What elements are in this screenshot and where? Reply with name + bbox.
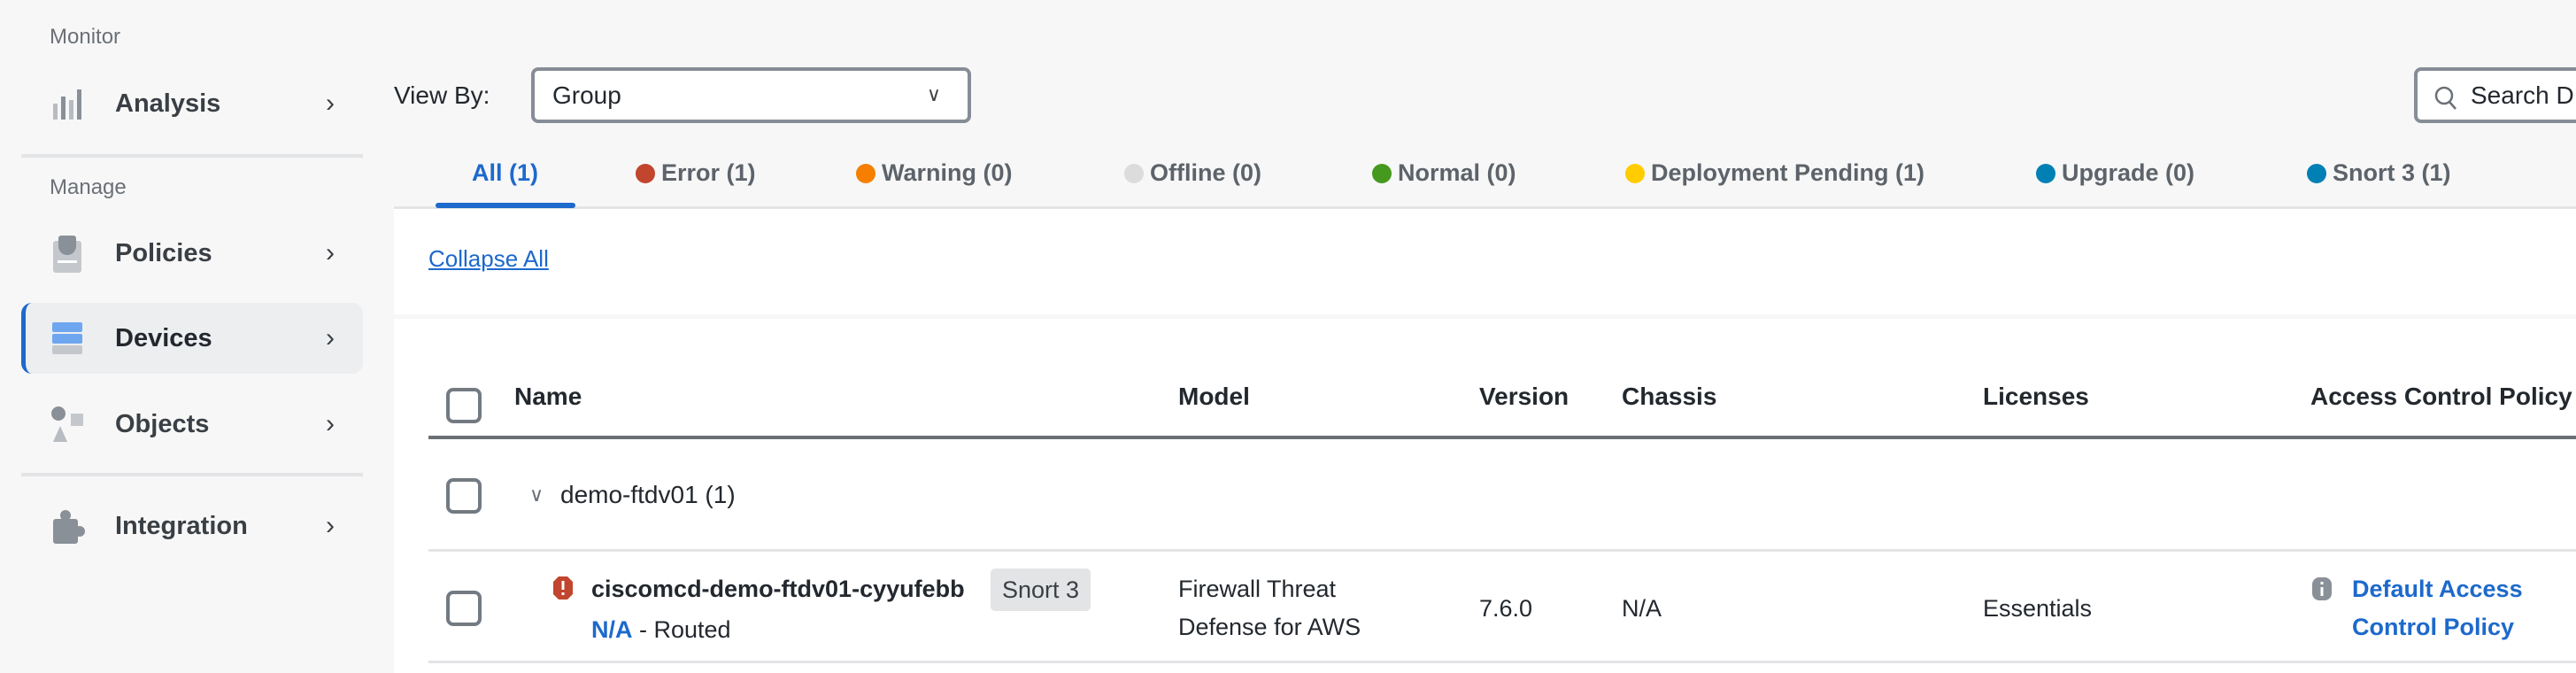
tab-normal[interactable]: Normal (0) <box>1372 159 1516 187</box>
ip-link[interactable]: N/A <box>591 616 633 643</box>
search-input[interactable]: Search D <box>2414 67 2576 123</box>
licenses-cell: Essentials <box>1983 595 2093 622</box>
sidebar: Monitor Analysis › Manage Policies › Dev… <box>0 0 394 673</box>
model-line2: Defense for AWS <box>1178 614 1361 640</box>
column-header-chassis[interactable]: Chassis <box>1622 383 1717 410</box>
tab-error[interactable]: Error (1) <box>636 159 756 187</box>
error-dot-icon <box>636 163 655 183</box>
tab-warning[interactable]: Warning (0) <box>856 159 1013 187</box>
chevron-down-icon: ∨ <box>926 83 941 105</box>
group-name: demo-ftdv01 (1) <box>560 481 736 508</box>
tab-label: Deployment Pending (1) <box>1651 159 1925 186</box>
tab-upgrade[interactable]: Upgrade (0) <box>2036 159 2194 187</box>
tab-deployment-pending[interactable]: Deployment Pending (1) <box>1625 159 1924 187</box>
chassis-cell: N/A <box>1622 595 1662 622</box>
column-header-version[interactable]: Version <box>1479 383 1570 410</box>
tab-label: Snort 3 (1) <box>2333 159 2451 186</box>
warning-dot-icon <box>856 163 875 183</box>
model-line1: Firewall Threat <box>1178 576 1337 602</box>
shapes-icon <box>50 406 85 442</box>
device-mode: - Routed <box>632 616 731 643</box>
sidebar-item-label: Analysis <box>115 89 221 118</box>
column-header-model[interactable]: Model <box>1178 383 1250 410</box>
tab-label: Upgrade (0) <box>2062 159 2195 186</box>
chevron-right-icon: › <box>326 238 335 267</box>
tab-offline[interactable]: Offline (0) <box>1124 159 1261 187</box>
access-policy-link-line1[interactable]: Default Access <box>2352 576 2523 602</box>
policy-clipboard-icon <box>50 236 85 273</box>
sidebar-item-label: Devices <box>115 323 212 352</box>
access-policy-link-line2[interactable]: Control Policy <box>2352 614 2515 640</box>
column-header-name[interactable]: Name <box>514 383 582 410</box>
view-by-value: Group <box>552 81 621 109</box>
chevron-down-icon[interactable]: ∨ <box>529 483 544 506</box>
row-divider <box>428 661 2576 663</box>
view-by-label: View By: <box>394 81 490 109</box>
chevron-right-icon: › <box>326 511 335 540</box>
puzzle-icon <box>50 508 85 544</box>
sidebar-item-analysis[interactable]: Analysis › <box>21 68 363 139</box>
sidebar-item-policies[interactable]: Policies › <box>21 218 363 289</box>
device-subtitle: N/A - Routed <box>591 616 731 644</box>
pending-dot-icon <box>1625 163 1645 183</box>
main-content <box>394 209 2576 673</box>
divider <box>394 314 2576 319</box>
divider <box>21 154 363 158</box>
group-row <box>428 439 2576 551</box>
tab-label: Warning (0) <box>882 159 1013 186</box>
row-divider <box>428 549 2576 552</box>
snort3-badge: Snort 3 <box>991 569 1091 611</box>
chevron-right-icon: › <box>326 409 335 438</box>
info-icon <box>2312 577 2332 600</box>
server-icon <box>50 321 85 356</box>
tab-label: Error (1) <box>661 159 756 186</box>
select-all-checkbox[interactable] <box>446 388 482 423</box>
bar-chart-icon <box>50 86 85 121</box>
sidebar-item-devices[interactable]: Devices › <box>21 303 363 374</box>
chevron-right-icon: › <box>326 323 335 352</box>
status-tabs: All (1) Error (1) Warning (0) Offline (0… <box>394 156 2576 209</box>
column-header-access-control-policy[interactable]: Access Control Policy <box>2310 383 2572 410</box>
search-placeholder: Search D <box>2471 81 2574 109</box>
section-monitor: Monitor <box>50 25 121 49</box>
view-by-dropdown[interactable]: Group ∨ <box>531 67 971 123</box>
collapse-all-link[interactable]: Collapse All <box>428 245 549 272</box>
tab-all[interactable]: All (1) <box>472 159 538 187</box>
sidebar-item-label: Objects <box>115 409 210 438</box>
snort3-dot-icon <box>2307 163 2326 183</box>
sidebar-item-integration[interactable]: Integration › <box>21 491 363 561</box>
group-checkbox[interactable] <box>446 478 482 514</box>
active-tab-indicator <box>436 203 575 208</box>
sidebar-item-label: Policies <box>115 238 212 267</box>
divider <box>21 473 363 476</box>
section-manage: Manage <box>50 175 127 199</box>
error-icon <box>553 576 573 600</box>
row-checkbox[interactable] <box>446 591 482 626</box>
offline-dot-icon <box>1124 163 1144 183</box>
device-name-link[interactable]: ciscomcd-demo-ftdv01-cyyufebb <box>591 576 965 602</box>
tab-label: All (1) <box>472 159 539 186</box>
sidebar-item-label: Integration <box>115 511 248 540</box>
tab-label: Normal (0) <box>1398 159 1516 186</box>
column-header-licenses[interactable]: Licenses <box>1983 383 2089 410</box>
normal-dot-icon <box>1372 163 1392 183</box>
chevron-right-icon: › <box>326 89 335 118</box>
tab-label: Offline (0) <box>1150 159 1261 186</box>
upgrade-dot-icon <box>2036 163 2055 183</box>
header-divider <box>428 436 2576 439</box>
sidebar-item-objects[interactable]: Objects › <box>21 389 363 460</box>
version-cell: 7.6.0 <box>1479 595 1533 622</box>
tab-snort3[interactable]: Snort 3 (1) <box>2307 159 2451 187</box>
search-icon <box>2434 86 2456 110</box>
